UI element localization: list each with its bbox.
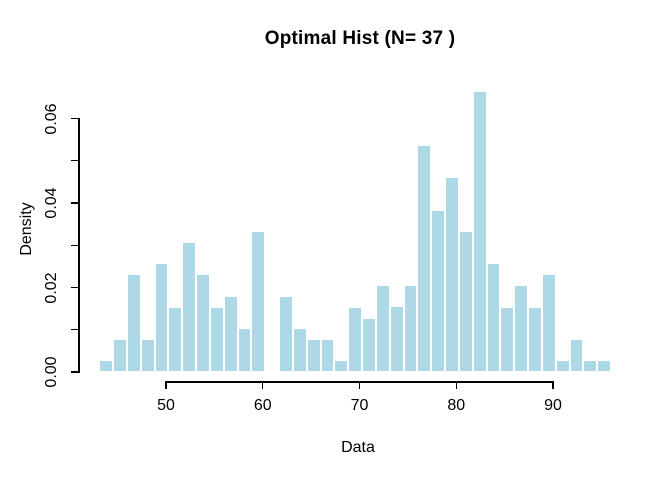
histogram-bar xyxy=(279,296,293,372)
histogram-bar xyxy=(417,144,432,372)
histogram-bar xyxy=(196,274,210,372)
histogram-bar xyxy=(583,360,598,372)
x-axis-tick xyxy=(165,382,167,389)
histogram-bar xyxy=(154,263,169,372)
y-axis-line xyxy=(78,117,80,373)
histogram-bar xyxy=(500,306,515,372)
chart-title: Optimal Hist (N= 37 ) xyxy=(264,28,456,49)
histogram-bar xyxy=(237,328,252,372)
y-tick-label: 0.02 xyxy=(43,271,60,304)
histogram-bar xyxy=(362,317,376,372)
x-tick-label: 50 xyxy=(157,397,175,414)
histogram-bar xyxy=(403,285,418,372)
y-tick-label: 0.06 xyxy=(43,103,60,135)
histogram-bar xyxy=(251,230,266,372)
histogram-bar xyxy=(99,360,114,372)
y-axis-tick xyxy=(71,329,79,331)
x-tick-label: 70 xyxy=(350,397,369,414)
y-tick-label: 0.04 xyxy=(43,187,60,219)
histogram-bar xyxy=(292,328,307,372)
y-axis-tick xyxy=(71,117,79,120)
histogram-bar xyxy=(223,295,238,372)
y-axis-title: Density xyxy=(18,202,35,256)
y-axis-tick xyxy=(71,244,79,246)
y-axis-tick xyxy=(71,202,79,204)
histogram-bar xyxy=(168,306,183,372)
histogram-bar xyxy=(306,339,321,372)
histogram-bar xyxy=(458,230,473,372)
histogram-bar xyxy=(389,306,404,372)
histogram-bar xyxy=(597,360,612,372)
histogram-bar xyxy=(528,306,542,372)
x-tick-label: 90 xyxy=(544,397,562,414)
x-tick-label: 80 xyxy=(447,397,466,414)
histogram-bar xyxy=(182,242,197,372)
histogram-bar xyxy=(472,91,487,372)
histogram-bar xyxy=(334,360,349,372)
x-tick-label: 60 xyxy=(253,397,272,414)
histogram-bar xyxy=(569,339,584,372)
y-axis-tick xyxy=(71,160,79,162)
histogram-bar xyxy=(514,285,529,372)
y-axis-tick xyxy=(71,286,79,289)
y-axis-tick xyxy=(71,371,79,373)
histogram-bar xyxy=(445,177,459,372)
x-axis-line xyxy=(165,381,554,383)
histogram-bar xyxy=(431,209,446,372)
histogram-bar xyxy=(555,360,570,372)
histogram-bar xyxy=(320,339,335,372)
histogram-bar xyxy=(541,274,556,372)
histogram-bar xyxy=(113,339,127,372)
histogram-bar xyxy=(486,263,501,372)
x-axis-tick xyxy=(552,382,554,389)
histogram-bar xyxy=(140,339,155,372)
histogram-bar xyxy=(348,306,363,372)
x-axis-tick xyxy=(262,382,264,389)
histogram-bar xyxy=(375,285,390,372)
y-tick-label: 0.00 xyxy=(43,356,60,388)
x-axis-title: Data xyxy=(341,439,375,456)
histogram-bar xyxy=(126,274,141,372)
histogram-bar xyxy=(209,306,224,372)
x-axis-tick xyxy=(455,382,457,389)
x-axis-tick xyxy=(358,382,361,389)
